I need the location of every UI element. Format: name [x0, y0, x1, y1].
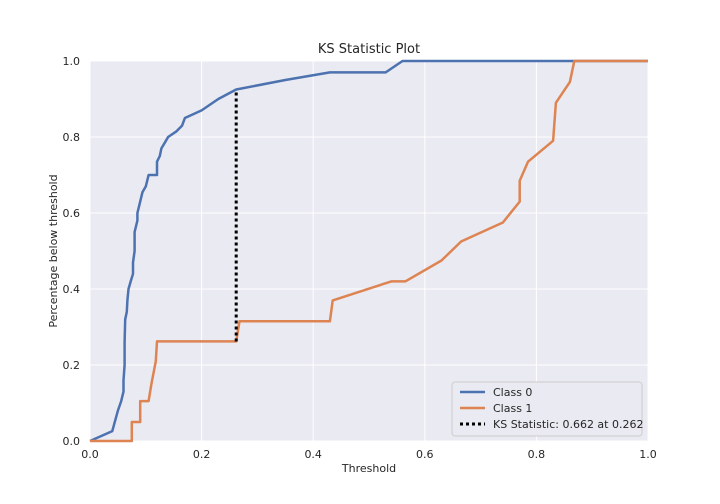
legend-label-class-0: Class 0 — [493, 386, 532, 399]
series-line-class-0 — [89, 59, 648, 443]
legend-label-ks: KS Statistic: 0.662 at 0.262 — [493, 418, 643, 431]
grid-lines — [89, 60, 649, 442]
x-tick-label: 0.8 — [528, 448, 546, 461]
legend-box — [451, 381, 643, 437]
x-tick-label: 0.2 — [193, 448, 211, 461]
y-tick-label: 1.0 — [63, 55, 81, 68]
x-axis-label: Threshold — [341, 462, 396, 475]
legend: Class 0 Class 1 KS Statistic: 0.662 at 0… — [451, 381, 643, 437]
y-tick-label: 0.6 — [63, 207, 81, 220]
y-tick-label: 0.2 — [63, 359, 81, 372]
x-tick-label: 1.0 — [639, 448, 657, 461]
tick-labels: 0.0 0.2 0.4 0.6 0.8 1.0 0.0 0.2 0.4 0.6 0.8 1.0 — [63, 55, 657, 461]
x-tick-label: 0.6 — [416, 448, 434, 461]
x-tick-label: 0.0 — [81, 448, 99, 461]
chart-title: KS Statistic Plot — [318, 42, 420, 57]
y-axis-label: Percentage below threshold — [47, 174, 60, 327]
y-tick-label: 0.8 — [63, 131, 81, 144]
x-tick-label: 0.4 — [304, 448, 322, 461]
series-line-class-1 — [90, 59, 648, 443]
legend-label-class-1: Class 1 — [493, 402, 532, 415]
y-tick-label: 0.4 — [63, 283, 81, 296]
data-series — [89, 59, 648, 443]
y-tick-label: 0.0 — [63, 435, 81, 448]
